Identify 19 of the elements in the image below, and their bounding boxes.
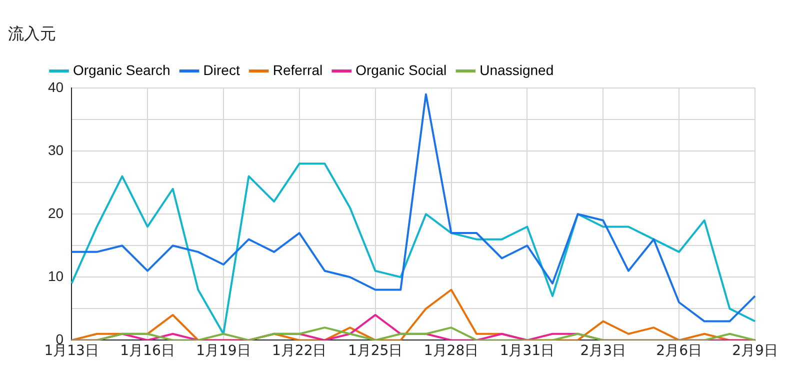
x-tick-label: 1月28日 <box>424 343 479 360</box>
legend-label: Organic Search <box>73 62 170 78</box>
x-tick-label: 2月6日 <box>656 343 702 360</box>
y-tick-label: 10 <box>48 268 64 284</box>
legend-label: Direct <box>203 62 240 78</box>
y-tick-label: 20 <box>48 204 64 221</box>
x-tick-label: 1月16日 <box>120 343 175 360</box>
x-tick-label: 1月19日 <box>196 343 251 360</box>
x-tick-label: 2月9日 <box>732 343 778 360</box>
legend-label: Unassigned <box>480 62 554 78</box>
legend-label: Organic Social <box>356 62 447 78</box>
x-tick-label: 2月3日 <box>580 343 626 360</box>
x-tick-label: 1月22日 <box>272 343 327 360</box>
y-tick-label: 30 <box>48 142 64 158</box>
x-tick-label: 1月25日 <box>348 343 403 360</box>
y-tick-label: 40 <box>48 78 64 95</box>
x-tick-label: 1月31日 <box>500 343 555 360</box>
legend-label: Referral <box>272 62 323 78</box>
chart-title: 流入元 <box>8 24 56 45</box>
